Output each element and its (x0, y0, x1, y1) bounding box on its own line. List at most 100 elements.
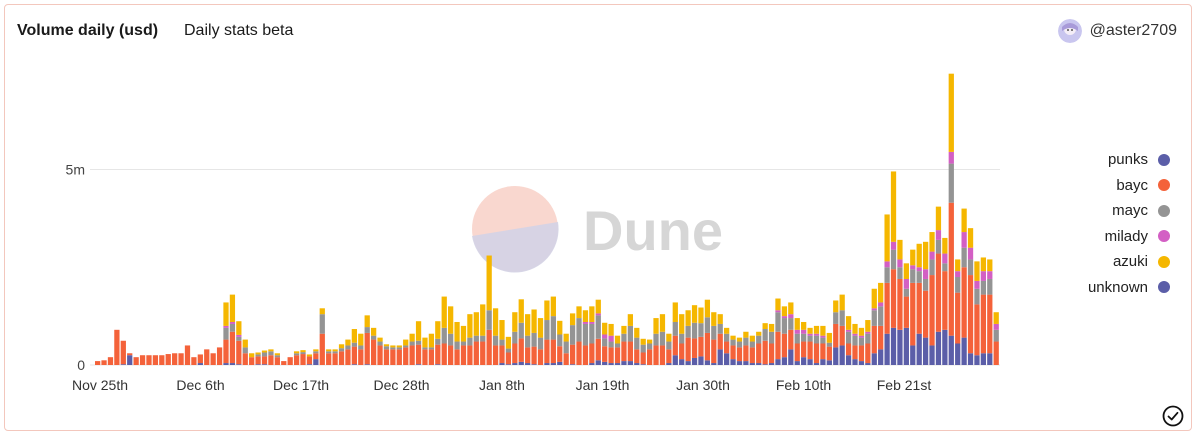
bar-segment-mayc[interactable] (557, 334, 563, 347)
bar-segment-azuki[interactable] (589, 306, 595, 322)
bar-segment-milady[interactable] (929, 251, 935, 260)
bar-segment-mayc[interactable] (942, 263, 948, 272)
bar-segment-punks[interactable] (666, 363, 672, 365)
bar-segment-bayc[interactable] (242, 353, 248, 365)
bar-segment-mayc[interactable] (242, 347, 248, 354)
bar-segment-azuki[interactable] (396, 345, 402, 348)
bar-segment-mayc[interactable] (833, 312, 839, 324)
bar-segment-azuki[interactable] (531, 309, 537, 333)
bar-segment-azuki[interactable] (666, 333, 672, 342)
bar-segment-bayc[interactable] (948, 202, 954, 336)
bar-segment-bayc[interactable] (300, 354, 306, 365)
bar-segment-punks[interactable] (120, 364, 126, 365)
bar-segment-milady[interactable] (229, 321, 236, 324)
bar-segment-bayc[interactable] (980, 294, 987, 354)
bar-segment-mayc[interactable] (486, 310, 492, 330)
bar-segment-mayc[interactable] (948, 163, 954, 203)
bar-segment-punks[interactable] (197, 363, 203, 365)
bar-segment-mayc[interactable] (839, 310, 845, 326)
bar-segment-azuki[interactable] (595, 299, 601, 314)
bar-segment-bayc[interactable] (724, 341, 730, 354)
bar-segment-mayc[interactable] (268, 351, 274, 356)
bar-segment-bayc[interactable] (929, 275, 935, 346)
bar-segment-punks[interactable] (935, 331, 942, 365)
bar-segment-punks[interactable] (820, 359, 826, 365)
bar-segment-punks[interactable] (807, 359, 813, 365)
bar-segment-bayc[interactable] (576, 341, 582, 365)
bar-segment-bayc[interactable] (794, 343, 800, 362)
bar-segment-azuki[interactable] (550, 296, 556, 317)
bar-segment-bayc[interactable] (364, 332, 370, 365)
bar-segment-punks[interactable] (724, 353, 730, 365)
bar-segment-azuki[interactable] (980, 257, 987, 272)
bar-segment-punks[interactable] (897, 329, 903, 365)
legend-item-mayc[interactable]: mayc (1088, 198, 1170, 224)
bar-segment-punks[interactable] (890, 327, 897, 365)
bar-segment-mayc[interactable] (351, 342, 358, 347)
bar-segment-mayc[interactable] (383, 346, 390, 350)
bar-segment-milady[interactable] (858, 335, 865, 338)
legend-item-bayc[interactable]: bayc (1088, 173, 1170, 199)
bar-segment-bayc[interactable] (608, 347, 614, 364)
bar-segment-azuki[interactable] (351, 329, 358, 343)
bar-segment-bayc[interactable] (448, 345, 454, 365)
bar-segment-bayc[interactable] (820, 343, 826, 360)
bar-segment-punks[interactable] (602, 361, 608, 365)
bar-segment-mayc[interactable] (454, 341, 460, 350)
bar-segment-azuki[interactable] (993, 312, 999, 324)
bar-segment-punks[interactable] (980, 353, 987, 365)
bar-segment-bayc[interactable] (897, 278, 903, 330)
bar-segment-bayc[interactable] (390, 349, 396, 365)
bar-segment-azuki[interactable] (974, 261, 980, 281)
bar-segment-punks[interactable] (608, 363, 614, 365)
bar-segment-punks[interactable] (762, 364, 768, 365)
bar-segment-mayc[interactable] (775, 312, 781, 332)
bar-segment-azuki[interactable] (338, 344, 345, 349)
bar-segment-bayc[interactable] (813, 343, 820, 364)
bar-segment-mayc[interactable] (358, 345, 364, 350)
bar-segment-punks[interactable] (685, 361, 691, 365)
bar-segment-milady[interactable] (910, 265, 916, 270)
bar-segment-mayc[interactable] (666, 341, 672, 350)
bar-segment-punks[interactable] (922, 337, 929, 365)
bar-segment-azuki[interactable] (711, 312, 717, 326)
bar-segment-mayc[interactable] (794, 333, 800, 344)
bar-segment-mayc[interactable] (646, 343, 653, 350)
bar-segment-bayc[interactable] (249, 357, 255, 365)
bar-segment-bayc[interactable] (916, 282, 922, 334)
bar-segment-azuki[interactable] (390, 345, 396, 348)
bar-segment-bayc[interactable] (743, 345, 749, 362)
bar-segment-mayc[interactable] (704, 317, 711, 333)
bar-segment-azuki[interactable] (640, 338, 646, 345)
bar-segment-bayc[interactable] (582, 345, 589, 365)
bar-segment-milady[interactable] (223, 325, 229, 328)
bar-segment-bayc[interactable] (627, 341, 633, 362)
bar-segment-bayc[interactable] (589, 343, 595, 364)
bar-segment-azuki[interactable] (967, 228, 974, 248)
bar-segment-mayc[interactable] (852, 335, 858, 346)
bar-segment-azuki[interactable] (409, 333, 415, 342)
bar-segment-punks[interactable] (845, 355, 852, 365)
bar-segment-punks[interactable] (634, 363, 640, 365)
bar-segment-mayc[interactable] (435, 338, 441, 345)
bar-segment-bayc[interactable] (274, 357, 280, 365)
bar-segment-punks[interactable] (672, 355, 678, 365)
bar-segment-mayc[interactable] (922, 278, 929, 291)
bar-segment-azuki[interactable] (422, 337, 428, 348)
bar-segment-azuki[interactable] (261, 350, 268, 353)
bar-segment-azuki[interactable] (929, 232, 935, 252)
bar-segment-azuki[interactable] (717, 314, 723, 324)
bar-segment-azuki[interactable] (922, 241, 929, 270)
bar-segment-bayc[interactable] (775, 331, 781, 360)
bar-segment-azuki[interactable] (685, 310, 691, 326)
bar-segment-bayc[interactable] (525, 347, 531, 364)
bar-segment-punks[interactable] (351, 364, 358, 365)
bar-segment-punks[interactable] (736, 361, 743, 365)
bar-segment-mayc[interactable] (467, 337, 473, 346)
bar-segment-mayc[interactable] (698, 323, 704, 337)
bar-segment-mayc[interactable] (916, 271, 922, 283)
bar-segment-azuki[interactable] (788, 302, 794, 315)
bar-segment-bayc[interactable] (691, 338, 698, 358)
bar-segment-mayc[interactable] (319, 314, 325, 334)
bar-segment-mayc[interactable] (730, 339, 736, 346)
